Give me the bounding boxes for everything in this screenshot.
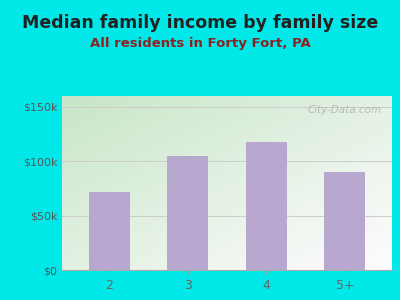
- Bar: [246, 142, 287, 270]
- Bar: [89, 192, 130, 270]
- Bar: [167, 156, 208, 270]
- Bar: [324, 172, 365, 270]
- Text: Median family income by family size: Median family income by family size: [22, 14, 378, 32]
- Text: City-Data.com: City-Data.com: [308, 105, 382, 115]
- Text: All residents in Forty Fort, PA: All residents in Forty Fort, PA: [90, 38, 310, 50]
